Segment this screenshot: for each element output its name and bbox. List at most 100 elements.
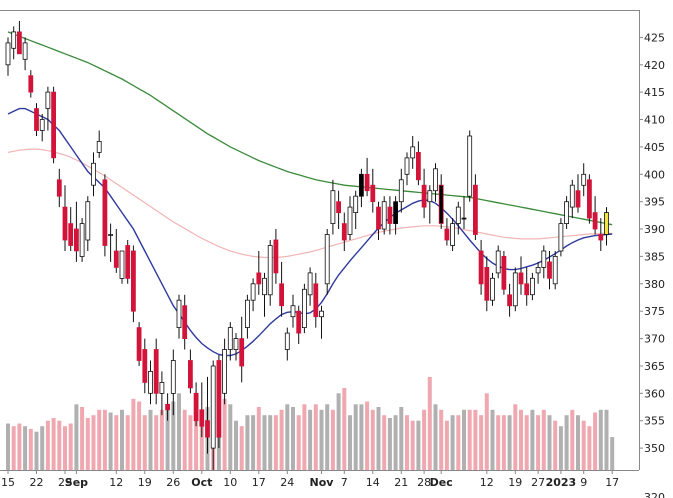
y-tick-label: 400 bbox=[644, 168, 665, 181]
candle-body bbox=[592, 212, 598, 230]
candle bbox=[530, 272, 535, 301]
y-axis-ticks: 425 420 415 410 405 400 395 390 385 380 375 370 365 3… bbox=[639, 31, 665, 498]
candle bbox=[484, 256, 490, 312]
x-tick-label: 19 bbox=[138, 476, 152, 489]
volume-bar bbox=[63, 426, 67, 470]
volume-bar bbox=[319, 409, 324, 470]
y-tick-label: 385 bbox=[644, 250, 665, 263]
candle bbox=[290, 294, 296, 328]
volume-bar bbox=[524, 415, 529, 470]
candle-body bbox=[587, 179, 592, 219]
candle bbox=[142, 338, 148, 394]
candle-body bbox=[199, 409, 205, 427]
volume-bar bbox=[598, 409, 603, 470]
volume-bar bbox=[325, 404, 330, 470]
candle bbox=[39, 114, 45, 142]
candle-body bbox=[5, 42, 11, 66]
candle bbox=[279, 261, 285, 317]
candle-body bbox=[404, 157, 410, 175]
y-tick-label: 370 bbox=[644, 333, 665, 346]
volume-bar bbox=[23, 426, 28, 470]
candle-body bbox=[227, 327, 233, 350]
candle bbox=[91, 152, 96, 197]
candle bbox=[273, 229, 279, 284]
candle-body bbox=[347, 206, 353, 235]
candle bbox=[165, 393, 171, 421]
candle bbox=[467, 130, 473, 202]
candle-body bbox=[165, 403, 171, 411]
candle-body bbox=[512, 272, 518, 307]
candle bbox=[472, 174, 478, 240]
candle-body bbox=[472, 184, 478, 235]
candle bbox=[296, 305, 302, 344]
candle bbox=[376, 201, 381, 240]
x-tick-label: 24 bbox=[280, 476, 294, 489]
x-tick-label: 17 bbox=[605, 476, 619, 489]
candle-body bbox=[68, 223, 74, 246]
volume-bar bbox=[125, 415, 130, 470]
y-tick-label: 410 bbox=[644, 114, 665, 127]
candle bbox=[136, 322, 142, 366]
candle bbox=[239, 316, 245, 383]
volume-bar bbox=[222, 398, 227, 470]
candle bbox=[558, 218, 564, 257]
candle bbox=[28, 70, 34, 98]
candle bbox=[199, 382, 205, 438]
candle bbox=[461, 196, 467, 229]
candle-body bbox=[176, 299, 182, 329]
y-tick-label: 350 bbox=[644, 442, 665, 455]
candle bbox=[575, 174, 581, 213]
candle-body bbox=[244, 299, 250, 329]
volume-bar bbox=[148, 409, 153, 470]
candle-body bbox=[381, 201, 387, 230]
candle bbox=[284, 327, 290, 361]
volume-bar bbox=[74, 404, 79, 470]
candle-body bbox=[108, 234, 113, 236]
volume-bar bbox=[228, 404, 233, 470]
volume-bar bbox=[410, 420, 415, 470]
volume-bar bbox=[439, 409, 444, 470]
candle-body bbox=[96, 140, 102, 153]
volume-bar bbox=[553, 420, 558, 470]
candle bbox=[444, 218, 450, 246]
volume-bar bbox=[593, 412, 598, 470]
candle bbox=[512, 267, 518, 312]
candle bbox=[387, 196, 393, 235]
candle bbox=[159, 371, 165, 416]
volume-bar bbox=[370, 409, 375, 470]
candle bbox=[11, 26, 17, 60]
candle-body bbox=[313, 283, 319, 318]
candle bbox=[108, 223, 113, 262]
volume-bar bbox=[11, 426, 16, 470]
candle bbox=[598, 218, 604, 251]
volume-bar bbox=[479, 415, 484, 470]
candle-body bbox=[530, 277, 535, 296]
candle bbox=[170, 349, 176, 416]
volume-bar bbox=[194, 409, 199, 470]
moving-averages bbox=[7, 31, 613, 357]
x-tick-label: 26 bbox=[166, 476, 180, 489]
candle-body bbox=[153, 349, 159, 394]
candle-body bbox=[74, 228, 79, 252]
candle bbox=[244, 294, 250, 339]
volume-bar bbox=[348, 415, 352, 470]
moving-average-long-line bbox=[7, 31, 613, 226]
volume-bar bbox=[536, 415, 541, 470]
candle bbox=[569, 179, 575, 219]
x-tick-label: 15 bbox=[1, 476, 15, 489]
candle bbox=[62, 185, 68, 251]
candle-body bbox=[376, 206, 381, 230]
volume-bar bbox=[530, 409, 535, 470]
volume-bar bbox=[501, 415, 506, 470]
candle bbox=[193, 382, 199, 427]
volume-bar bbox=[353, 404, 358, 470]
candle-body bbox=[62, 206, 68, 241]
candle bbox=[393, 196, 399, 235]
candle bbox=[541, 245, 547, 279]
candle-body bbox=[421, 184, 427, 208]
candle-body bbox=[324, 234, 330, 285]
candle bbox=[5, 37, 11, 76]
candle-body bbox=[28, 75, 34, 93]
volume-bar bbox=[558, 426, 563, 470]
